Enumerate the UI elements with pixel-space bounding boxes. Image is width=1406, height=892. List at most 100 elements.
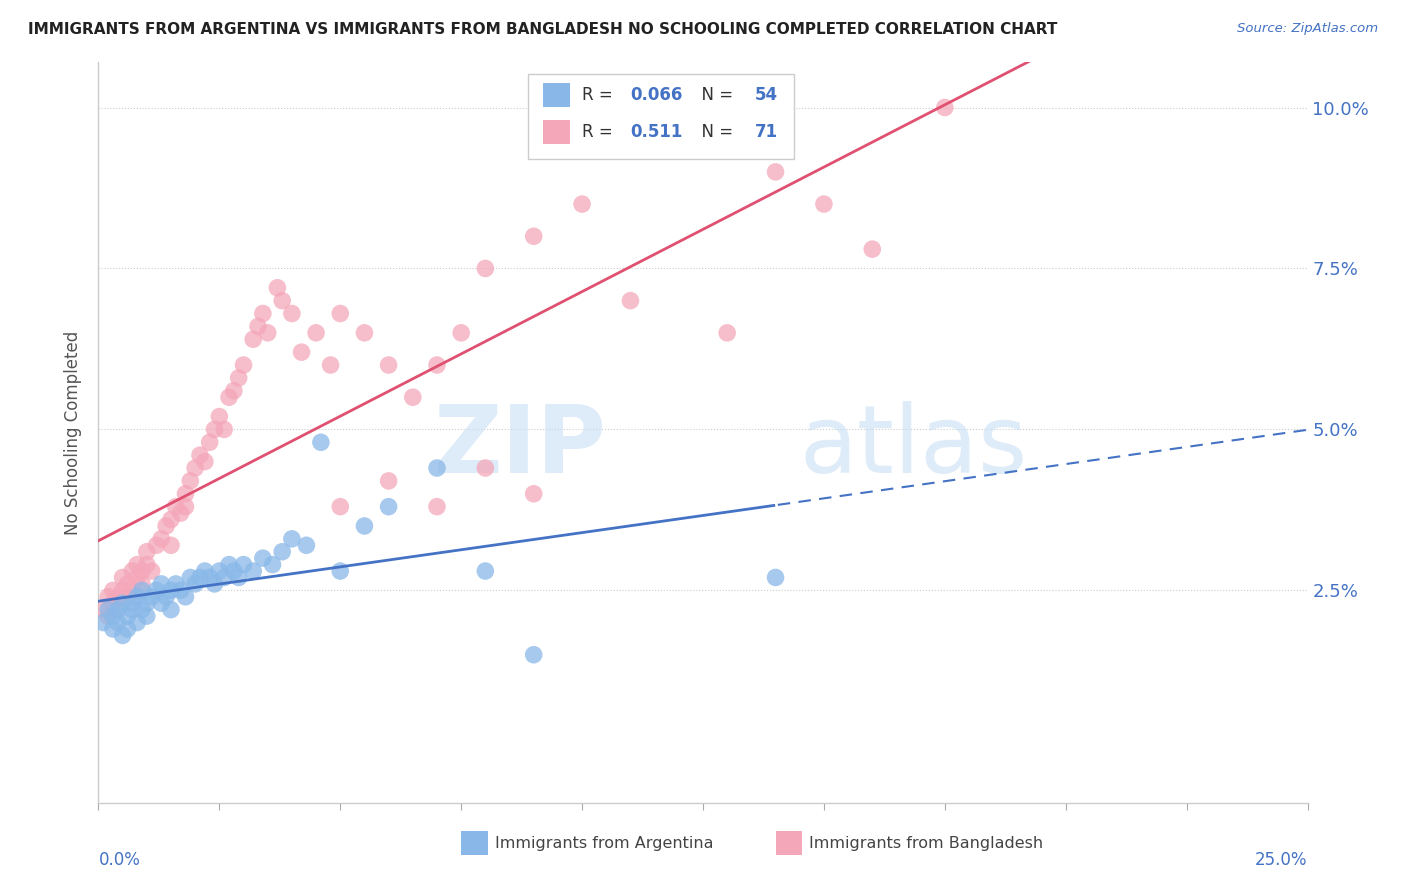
Point: [474, 461, 496, 475]
Point: [716, 326, 738, 340]
Point: [121, 564, 143, 578]
Point: [329, 500, 352, 514]
Point: [131, 577, 153, 591]
Point: [169, 583, 191, 598]
Point: [208, 564, 231, 578]
Point: [165, 577, 187, 591]
Point: [377, 358, 399, 372]
Point: [247, 319, 270, 334]
Point: [91, 615, 114, 630]
Text: Source: ZipAtlas.com: Source: ZipAtlas.com: [1237, 22, 1378, 36]
Point: [194, 564, 217, 578]
Point: [160, 583, 183, 598]
Point: [377, 474, 399, 488]
Point: [426, 461, 449, 475]
Point: [426, 358, 449, 372]
FancyBboxPatch shape: [543, 83, 569, 107]
Point: [204, 577, 226, 591]
Point: [111, 596, 134, 610]
Point: [222, 384, 245, 398]
Point: [262, 558, 284, 572]
Text: 0.066: 0.066: [630, 86, 683, 104]
Point: [101, 583, 124, 598]
Point: [184, 461, 207, 475]
Text: ZIP: ZIP: [433, 401, 606, 493]
Point: [135, 558, 157, 572]
Point: [174, 500, 197, 514]
Point: [765, 165, 787, 179]
Point: [212, 422, 235, 436]
Point: [305, 326, 328, 340]
Point: [242, 564, 264, 578]
Point: [121, 602, 143, 616]
Text: Immigrants from Argentina: Immigrants from Argentina: [495, 836, 713, 851]
Text: 25.0%: 25.0%: [1256, 851, 1308, 869]
Point: [107, 602, 129, 616]
Point: [169, 506, 191, 520]
Point: [198, 570, 221, 584]
Point: [813, 197, 835, 211]
Point: [281, 532, 304, 546]
Point: [127, 570, 149, 584]
Point: [208, 409, 231, 424]
Point: [271, 545, 294, 559]
FancyBboxPatch shape: [527, 73, 793, 159]
Point: [135, 596, 157, 610]
Point: [160, 512, 183, 526]
Point: [309, 435, 332, 450]
Point: [184, 577, 207, 591]
Point: [188, 570, 211, 584]
Point: [198, 435, 221, 450]
Y-axis label: No Schooling Completed: No Schooling Completed: [65, 331, 83, 534]
Point: [111, 583, 134, 598]
Text: IMMIGRANTS FROM ARGENTINA VS IMMIGRANTS FROM BANGLADESH NO SCHOOLING COMPLETED C: IMMIGRANTS FROM ARGENTINA VS IMMIGRANTS …: [28, 22, 1057, 37]
Point: [155, 590, 177, 604]
Point: [523, 487, 546, 501]
Point: [179, 474, 201, 488]
Point: [117, 577, 139, 591]
FancyBboxPatch shape: [461, 831, 488, 855]
Point: [222, 564, 245, 578]
Point: [117, 590, 139, 604]
Point: [97, 602, 120, 616]
Point: [474, 564, 496, 578]
Point: [111, 570, 134, 584]
Point: [523, 648, 546, 662]
Point: [402, 390, 425, 404]
Point: [174, 590, 197, 604]
Point: [117, 622, 139, 636]
Point: [218, 558, 240, 572]
Point: [271, 293, 294, 308]
Point: [165, 500, 187, 514]
Point: [145, 583, 167, 598]
Point: [117, 609, 139, 624]
Point: [145, 538, 167, 552]
Text: N =: N =: [690, 123, 738, 141]
Point: [135, 609, 157, 624]
Point: [150, 532, 173, 546]
Point: [934, 101, 956, 115]
Point: [329, 564, 352, 578]
Point: [204, 422, 226, 436]
Point: [353, 326, 375, 340]
FancyBboxPatch shape: [776, 831, 803, 855]
Text: 71: 71: [755, 123, 778, 141]
Point: [228, 371, 250, 385]
Point: [150, 577, 173, 591]
Point: [353, 519, 375, 533]
Text: Immigrants from Bangladesh: Immigrants from Bangladesh: [810, 836, 1043, 851]
Point: [107, 602, 129, 616]
Point: [127, 590, 149, 604]
Point: [141, 590, 163, 604]
Point: [97, 590, 120, 604]
FancyBboxPatch shape: [543, 120, 569, 144]
Point: [212, 570, 235, 584]
Point: [266, 281, 288, 295]
Point: [319, 358, 342, 372]
Text: N =: N =: [690, 86, 738, 104]
Text: 0.0%: 0.0%: [98, 851, 141, 869]
Point: [860, 242, 883, 256]
Point: [474, 261, 496, 276]
Point: [232, 358, 254, 372]
Point: [107, 615, 129, 630]
